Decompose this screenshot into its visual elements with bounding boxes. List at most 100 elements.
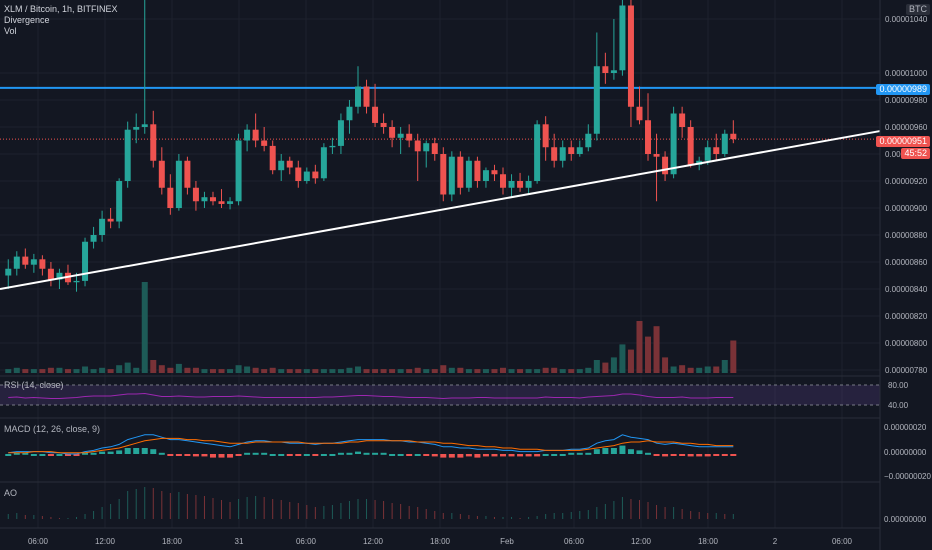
macd-histogram-bar xyxy=(73,454,80,456)
macd-histogram-bar xyxy=(278,454,285,456)
macd-histogram-bar xyxy=(244,452,251,455)
volume-bar xyxy=(610,357,617,373)
macd-histogram-bar xyxy=(465,454,472,457)
macd-histogram-bar xyxy=(227,454,234,458)
candle xyxy=(167,187,174,208)
volume-bar xyxy=(662,357,669,373)
macd-histogram-bar xyxy=(610,448,617,454)
volume-bar xyxy=(679,365,686,373)
volume-bar xyxy=(218,369,225,373)
volume-bar xyxy=(627,349,634,373)
macd-histogram-bar xyxy=(559,454,566,456)
volume-bar xyxy=(133,367,140,373)
macd-histogram-bar xyxy=(235,454,242,456)
price-pane xyxy=(0,0,881,292)
volume-bar xyxy=(602,362,609,373)
macd-histogram-bar xyxy=(542,454,549,456)
macd-histogram-bar xyxy=(141,448,148,454)
volume-bar xyxy=(39,369,46,373)
grid-lines xyxy=(0,0,880,529)
macd-histogram-bar xyxy=(517,454,524,457)
currency-badge[interactable]: BTC xyxy=(906,4,930,15)
ao-label[interactable]: AO xyxy=(4,488,18,498)
macd-histogram-bar xyxy=(508,454,515,457)
candle xyxy=(295,167,302,181)
macd-histogram-bar xyxy=(448,454,455,458)
macd-histogram-bar xyxy=(423,454,430,456)
volume-bar xyxy=(397,369,404,373)
price-axis-tick: 0.00000780 xyxy=(885,366,928,375)
volume-bar xyxy=(440,365,447,373)
price-axis-tick: 0.00000920 xyxy=(885,177,928,186)
candle xyxy=(150,124,157,161)
candle xyxy=(218,201,225,204)
volume-bar xyxy=(56,367,63,373)
macd-histogram-bar xyxy=(380,452,387,455)
rsi-pane xyxy=(0,384,880,406)
volume-bar xyxy=(636,321,643,373)
macd-histogram-bar xyxy=(482,454,489,457)
volume-bar xyxy=(320,369,327,373)
volume-bar xyxy=(227,369,234,373)
time-axis-tick: 18:00 xyxy=(698,537,719,546)
macd-label[interactable]: MACD (12, 26, close, 9) xyxy=(4,424,101,434)
macd-histogram-bar xyxy=(218,454,225,458)
macd-histogram-bar xyxy=(730,454,737,456)
candle xyxy=(363,86,370,107)
volume-bar xyxy=(645,336,652,373)
rsi-band xyxy=(0,385,880,405)
candle xyxy=(354,86,361,107)
volume-bar xyxy=(13,367,20,373)
indicator-divergence[interactable]: Divergence xyxy=(4,15,50,25)
price-axis-tick: 0.00000860 xyxy=(885,258,928,267)
time-axis-tick: 18:00 xyxy=(430,537,451,546)
volume-bar xyxy=(696,367,703,373)
volume-bar xyxy=(465,369,472,373)
volume-bar xyxy=(670,366,677,373)
volume-bar xyxy=(730,340,737,373)
rsi-label[interactable]: RSI (14, close) xyxy=(4,380,64,390)
macd-histogram-bar xyxy=(337,452,344,455)
volume-bar xyxy=(184,367,191,373)
volume-bar xyxy=(423,369,430,373)
candle xyxy=(448,156,455,195)
macd-histogram-bar xyxy=(269,454,276,456)
volume-bar xyxy=(593,360,600,373)
candle xyxy=(261,140,268,146)
volume-bar xyxy=(431,369,438,373)
volume-bar xyxy=(363,369,370,373)
candle xyxy=(431,143,438,154)
macd-histogram-bar xyxy=(568,452,575,455)
candle xyxy=(500,174,507,188)
macd-histogram-bar xyxy=(457,454,464,458)
candle xyxy=(440,154,447,195)
price-axis-tick: 0.00001000 xyxy=(885,69,928,78)
volume-bar xyxy=(687,367,694,373)
candle xyxy=(380,122,387,127)
macd-histogram-bar xyxy=(303,454,310,456)
time-axis-tick: 06:00 xyxy=(296,537,317,546)
volume-bar xyxy=(568,369,575,373)
symbol-title[interactable]: XLM / Bitcoin, 1h, BITFINEX xyxy=(4,4,118,14)
macd-histogram-bar xyxy=(534,454,541,457)
volume-bar xyxy=(99,367,106,373)
candle xyxy=(645,120,652,154)
macd-histogram-bar xyxy=(679,454,686,456)
candle xyxy=(465,160,472,188)
volume-bar xyxy=(244,366,251,373)
macd-histogram-bar xyxy=(39,454,46,456)
ao-axis-tick: 0.00000000 xyxy=(884,515,927,524)
symbol-legend[interactable]: XLM / Bitcoin, 1h, BITFINEX Divergence V… xyxy=(4,4,118,37)
macd-histogram-bar xyxy=(133,448,140,454)
time-axis-tick: 18:00 xyxy=(162,537,183,546)
candle xyxy=(457,156,464,188)
candle xyxy=(568,147,575,154)
price-axis-tick: 0.00000820 xyxy=(885,312,928,321)
price-axis-tick: 0.00000980 xyxy=(885,96,928,105)
candle xyxy=(175,160,182,208)
candle xyxy=(141,124,148,127)
indicator-volume[interactable]: Vol xyxy=(4,26,17,36)
macd-histogram-bar xyxy=(636,450,643,454)
